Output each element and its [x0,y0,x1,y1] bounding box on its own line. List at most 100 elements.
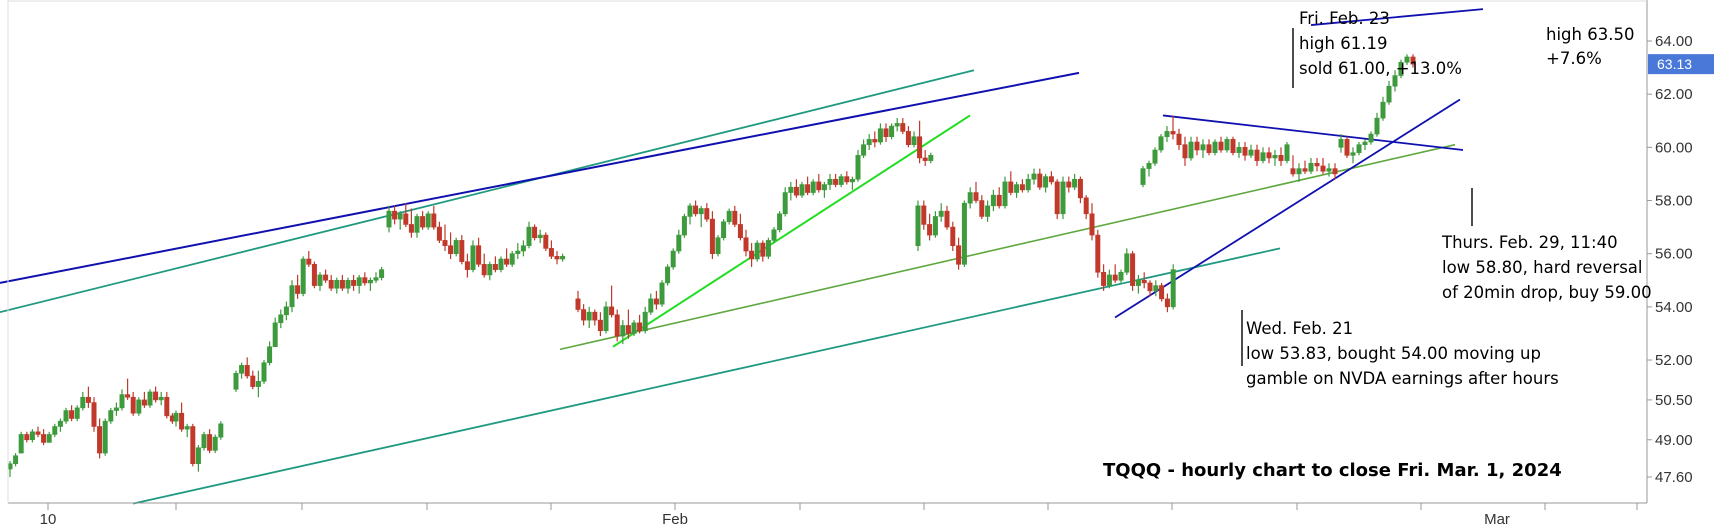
candle [261,360,267,384]
candle-body [855,155,861,180]
candle-body [158,396,164,401]
candle [1350,147,1356,164]
candle [153,386,159,403]
candle [1260,147,1266,164]
candle [233,370,239,392]
candle [35,426,41,438]
candle-body [102,420,108,454]
candle-body [1350,152,1356,156]
trendline-top-channel-blue [1310,8,1484,26]
candle-body [1101,271,1107,286]
candle-body [782,192,788,215]
candle-body [1188,141,1194,159]
candle [278,309,284,329]
candle [41,429,47,446]
candle-body [985,205,991,217]
candle-body [41,434,47,443]
candle [1072,173,1078,190]
candle-body [973,192,979,201]
candle-body [1025,178,1031,191]
candle [1037,168,1043,190]
candle [889,123,895,140]
candle-body [1206,144,1212,153]
candle [855,150,861,182]
candle-body [1332,168,1338,175]
candle-body [560,256,566,260]
candle [420,211,426,230]
candle-body [1248,149,1254,156]
candle [18,431,24,454]
candle [833,173,839,188]
y-tick-label: 62.00 [1655,86,1693,103]
candle [207,429,213,454]
candle-body [749,250,755,260]
candle [637,314,643,334]
candle-body [24,434,30,441]
candle-body [13,455,19,465]
candle [436,221,442,244]
candle-body [1362,141,1368,145]
candle-body [239,365,245,374]
candle [1254,144,1260,166]
candle-body [665,266,671,284]
candle [1368,131,1374,145]
candle [239,362,245,379]
candle [1356,142,1362,156]
candle-body [1014,184,1020,193]
candle-body [1164,131,1170,138]
candle [866,134,872,150]
candle [80,391,86,411]
candle [1266,147,1272,164]
candle-body [1308,162,1314,172]
candle [938,203,944,222]
y-tick-label: 60.00 [1655,139,1693,156]
candle-body [35,431,41,435]
candle-body [351,279,357,286]
candle-body [272,322,278,348]
candle [356,274,362,294]
candle-body [872,139,878,143]
candle [990,189,996,212]
last-price-badge: 63.13 [1648,54,1714,75]
trendline-long-support-olive [559,143,1456,351]
candle-body [765,240,771,257]
candle [1019,179,1025,193]
candle-body [950,226,956,247]
candle [1124,248,1130,275]
chart-title: TQQQ - hourly chart to close Fri. Mar. 1… [1103,460,1562,481]
candle-body [1272,155,1278,159]
candle [771,227,777,244]
candle-body [244,365,250,377]
candle-body [63,410,69,422]
candle [1374,112,1380,137]
candle-body [289,285,295,308]
candle [113,402,119,416]
candle-body [620,325,626,337]
candle [1130,251,1136,291]
candle [676,229,682,254]
annotation-mar1: high 63.50 +7.6% [1546,25,1634,68]
candle-body [179,412,185,430]
candle [1031,168,1037,185]
candle-body [362,277,368,284]
candle-body [844,176,850,183]
candle [1054,179,1060,220]
annotation-feb21-line-1: Wed. Feb. 21 [1246,319,1353,338]
candle [63,407,69,424]
annotation-feb29-line-1: Thurs. Feb. 29, 11:40 [1441,233,1618,252]
candle [1083,195,1089,220]
candle-body [1106,274,1112,286]
candle-body [356,277,362,286]
candle-body [283,306,289,316]
y-tick-label: 58.00 [1655,193,1693,210]
candle-body [119,394,125,409]
candle [1320,157,1326,174]
candle [754,240,760,262]
candle [102,418,108,456]
candle [698,205,704,228]
candle [532,224,538,241]
candle [765,237,771,259]
candle-body [453,240,459,254]
candle [1242,142,1248,161]
